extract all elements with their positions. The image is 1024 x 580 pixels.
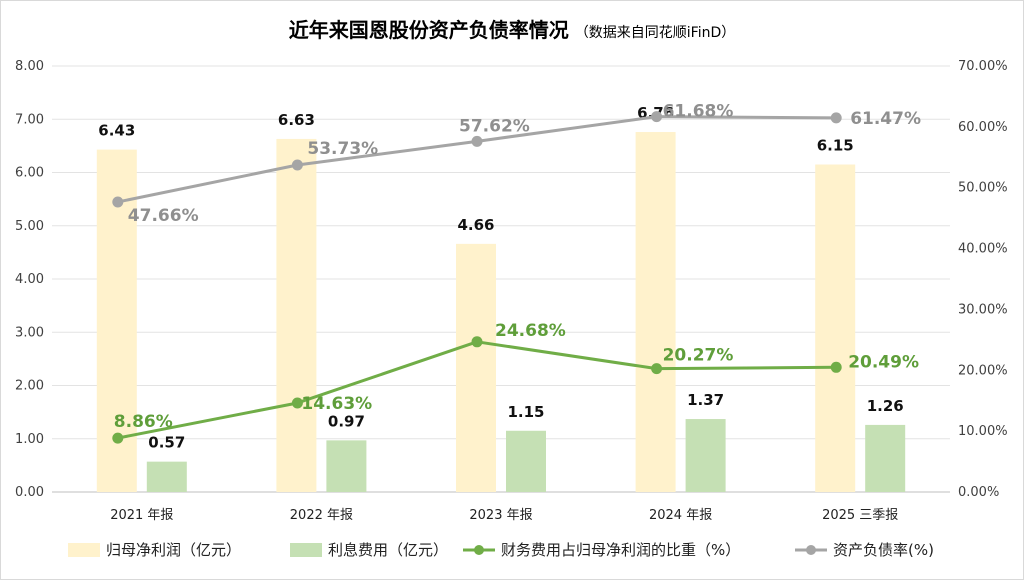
- x-axis-category: 2023 年报: [469, 508, 532, 523]
- interest-bar: [146, 461, 187, 492]
- left-axis-tick: 6.00: [15, 166, 44, 181]
- left-axis-tick: 8.00: [15, 59, 44, 74]
- debt-ratio-label: 53.73%: [307, 139, 378, 159]
- finance-ratio-point: [291, 397, 303, 409]
- debt-ratio-label: 47.66%: [128, 206, 199, 226]
- finance-ratio-label: 14.63%: [301, 394, 372, 414]
- x-axis-category: 2021 年报: [110, 508, 173, 523]
- finance-ratio-label: 24.68%: [495, 321, 566, 341]
- debt-ratio-label: 61.47%: [850, 109, 921, 129]
- debt-ratio-label: 61.68%: [663, 102, 734, 122]
- right-axis-tick: 30.00%: [958, 302, 1008, 317]
- left-axis-tick: 3.00: [15, 325, 44, 340]
- left-axis-tick: 0.00: [15, 485, 44, 500]
- finance-ratio-label: 8.86%: [114, 412, 173, 432]
- right-axis-tick: 60.00%: [958, 120, 1008, 135]
- right-axis-tick: 20.00%: [958, 363, 1008, 378]
- x-axis-category: 2024 年报: [649, 508, 712, 523]
- left-axis-tick: 2.00: [15, 379, 44, 394]
- finance-ratio-point: [112, 432, 124, 444]
- debt-ratio-point: [651, 111, 663, 123]
- profit-bar: [456, 243, 496, 492]
- chart-subtitle: （数据来自同花顺iFinD）: [574, 25, 736, 41]
- profit-bar-label: 6.15: [817, 137, 854, 155]
- profit-bar-label: 6.43: [98, 122, 135, 140]
- right-axis-tick: 50.00%: [958, 181, 1008, 196]
- profit-bar: [635, 132, 676, 492]
- left-axis-tick: 5.00: [15, 219, 44, 234]
- chart-title-block: 近年来国恩股份资产负债率情况 （数据来自同花顺iFinD）: [0, 14, 1024, 43]
- interest-bar-label: 0.97: [328, 412, 365, 430]
- interest-bar-label: 1.37: [687, 391, 724, 409]
- interest-bar-label: 1.15: [507, 403, 544, 421]
- left-axis-tick: 4.00: [15, 272, 44, 287]
- right-axis-tick: 10.00%: [958, 424, 1008, 439]
- right-axis-tick: 40.00%: [958, 242, 1008, 257]
- finance-ratio-point: [651, 363, 663, 375]
- left-axis-tick: 1.00: [15, 432, 44, 447]
- finance-ratio-point: [830, 361, 842, 373]
- x-axis-category: 2025 三季报: [822, 508, 898, 523]
- finance-ratio-label: 20.27%: [663, 346, 734, 366]
- legend-label: 归母净利润（亿元）: [106, 541, 241, 559]
- legend-label: 财务费用占归母净利润的比重（%）: [501, 541, 740, 559]
- debt-ratio-point: [830, 112, 842, 124]
- debt-ratio-point: [112, 196, 124, 208]
- profit-bar: [276, 138, 317, 492]
- finance-ratio-point: [471, 336, 483, 348]
- profit-bar-label: 6.63: [278, 111, 315, 129]
- interest-bar-label: 0.57: [148, 434, 185, 452]
- right-axis-tick: 70.00%: [958, 59, 1008, 74]
- legend-label: 资产负债率(%): [833, 541, 934, 559]
- interest-bar: [865, 424, 906, 492]
- legend-swatch: [290, 543, 322, 557]
- interest-bar: [326, 440, 367, 492]
- debt-ratio-label: 57.62%: [459, 116, 530, 136]
- finance-ratio-label: 20.49%: [848, 352, 919, 372]
- debt-ratio-point: [471, 135, 483, 147]
- chart-title: 近年来国恩股份资产负债率情况: [288, 18, 569, 42]
- x-axis-category: 2022 年报: [290, 508, 353, 523]
- legend-marker: [806, 545, 816, 555]
- right-axis-tick: 0.00%: [958, 485, 999, 500]
- legend-label: 利息费用（亿元）: [328, 541, 448, 559]
- legend-swatch: [68, 543, 100, 557]
- left-axis-tick: 7.00: [15, 112, 44, 127]
- interest-bar-label: 1.26: [867, 397, 904, 415]
- profit-bar-label: 4.66: [457, 216, 494, 234]
- profit-bar: [815, 164, 856, 492]
- interest-bar: [506, 430, 546, 492]
- interest-bar: [685, 419, 726, 492]
- debt-ratio-point: [291, 159, 303, 171]
- legend-marker: [474, 545, 484, 555]
